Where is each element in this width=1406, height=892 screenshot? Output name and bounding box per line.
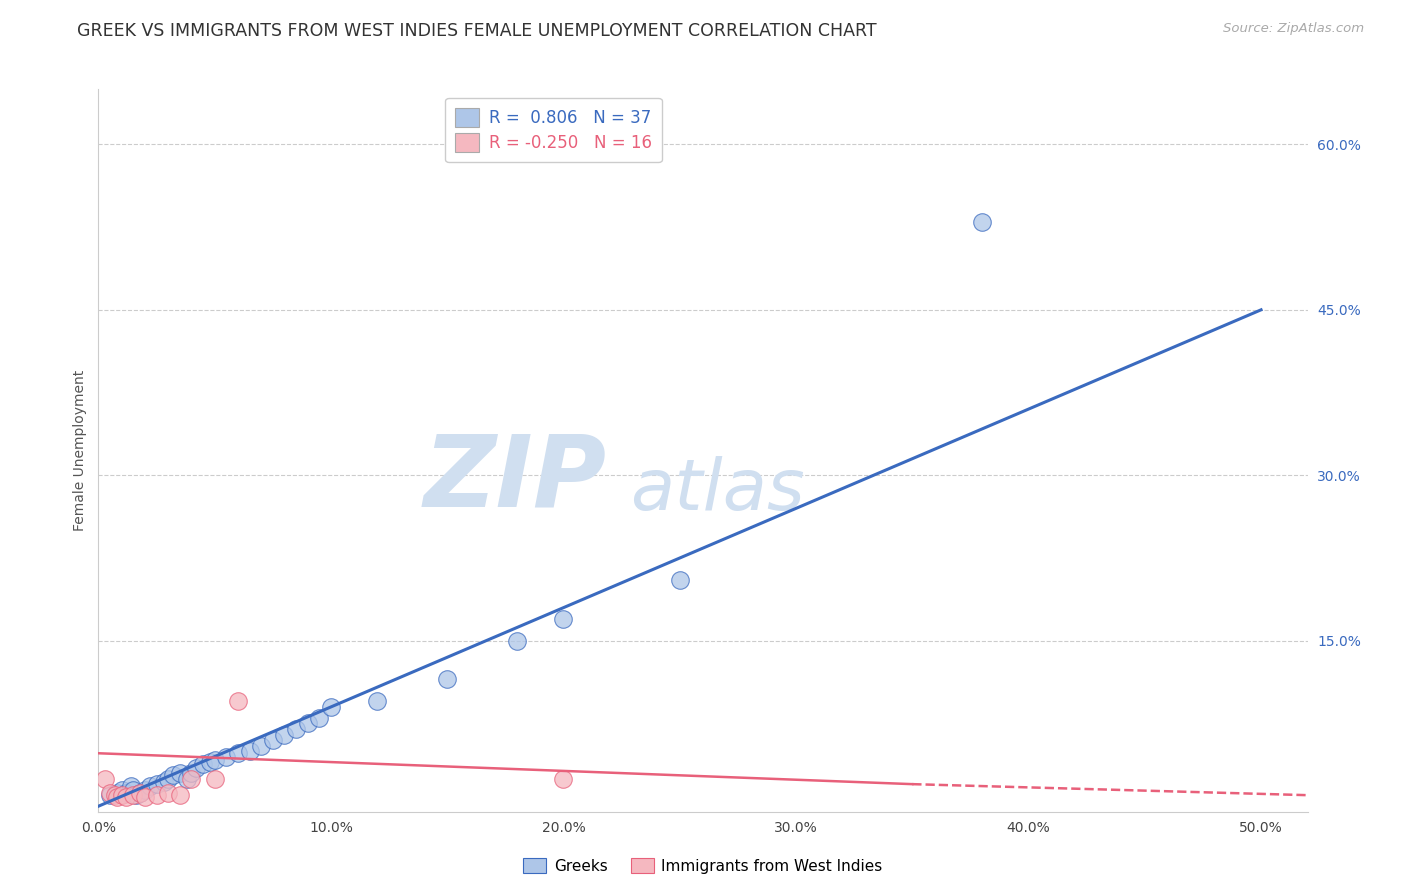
Point xyxy=(204,753,226,767)
Point xyxy=(157,772,180,786)
Point xyxy=(98,788,121,802)
Point xyxy=(262,733,284,747)
Point xyxy=(169,788,191,802)
Point xyxy=(120,780,142,794)
Point xyxy=(184,761,207,775)
Point xyxy=(115,786,138,800)
Point xyxy=(129,786,152,800)
Point xyxy=(180,772,202,786)
Point xyxy=(122,788,145,802)
Point xyxy=(145,788,167,802)
Point xyxy=(111,788,134,802)
Point xyxy=(129,786,152,800)
Text: GREEK VS IMMIGRANTS FROM WEST INDIES FEMALE UNEMPLOYMENT CORRELATION CHART: GREEK VS IMMIGRANTS FROM WEST INDIES FEM… xyxy=(77,22,877,40)
Point xyxy=(366,694,388,708)
Point xyxy=(157,786,180,800)
Point xyxy=(98,786,121,800)
Point xyxy=(180,766,202,780)
Point xyxy=(134,782,156,797)
Text: atlas: atlas xyxy=(630,456,806,524)
Point xyxy=(111,782,134,797)
Point xyxy=(436,673,458,687)
Point xyxy=(122,782,145,797)
Legend: Greeks, Immigrants from West Indies: Greeks, Immigrants from West Indies xyxy=(517,852,889,880)
Point xyxy=(191,757,214,772)
Point xyxy=(176,772,198,786)
Point xyxy=(115,790,138,805)
Point xyxy=(105,786,128,800)
Point xyxy=(138,780,160,794)
Point xyxy=(506,633,529,648)
Point xyxy=(105,790,128,805)
Point xyxy=(226,746,249,760)
Point xyxy=(204,772,226,786)
Point xyxy=(198,755,221,769)
Point xyxy=(319,700,342,714)
Point xyxy=(162,768,184,782)
Point xyxy=(169,766,191,780)
Point xyxy=(308,711,330,725)
Point xyxy=(94,772,117,786)
Point xyxy=(134,790,156,805)
Point xyxy=(226,694,249,708)
Point xyxy=(553,772,575,786)
Y-axis label: Female Unemployment: Female Unemployment xyxy=(73,370,87,531)
Point xyxy=(152,775,174,789)
Point xyxy=(250,739,273,753)
Legend: R =  0.806   N = 37, R = -0.250   N = 16: R = 0.806 N = 37, R = -0.250 N = 16 xyxy=(446,97,662,161)
Point xyxy=(553,612,575,626)
Text: Source: ZipAtlas.com: Source: ZipAtlas.com xyxy=(1223,22,1364,36)
Text: ZIP: ZIP xyxy=(423,431,606,528)
Point xyxy=(273,727,295,741)
Point xyxy=(145,777,167,791)
Point xyxy=(297,716,319,731)
Point xyxy=(215,749,238,764)
Point xyxy=(104,788,127,802)
Point xyxy=(124,788,146,802)
Point xyxy=(668,573,690,587)
Point xyxy=(285,722,308,736)
Point xyxy=(239,744,262,758)
Point xyxy=(970,214,993,228)
